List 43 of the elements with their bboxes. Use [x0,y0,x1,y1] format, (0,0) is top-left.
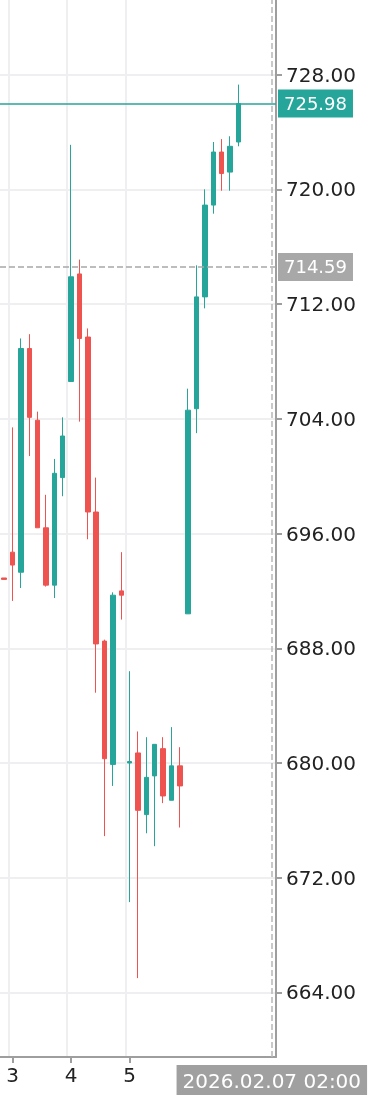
candlestick [219,138,224,192]
candlestick [77,259,82,423]
y-tick-label: 664.00 [286,980,356,1005]
candlestick [135,730,141,979]
y-tick-label: 720.00 [286,177,356,202]
y-tick-label: 696.00 [286,521,356,546]
ref-line-label: 714.59 [284,256,347,278]
y-tick-label: 688.00 [286,636,356,661]
candlestick [119,551,124,621]
y-tick-label: 712.00 [286,292,356,317]
candlestick [211,141,216,215]
candlestick [160,736,166,804]
candlestick [102,639,107,837]
y-tick-label: 728.00 [286,62,356,87]
candlestick [93,477,99,694]
candlestick [127,670,132,903]
candlestick [35,411,40,529]
x-tick-label: 5 [123,1063,136,1087]
candlestick [68,144,74,382]
y-tick-label: 704.00 [286,406,356,431]
candlestick [110,591,116,787]
candlestick [52,458,57,599]
candlestick [85,327,91,540]
x-tick-label: 4 [64,1063,78,1087]
candlestick [1,577,7,580]
candlestick [152,743,157,847]
candlestick [10,426,15,602]
y-tick-label: 680.00 [286,750,356,775]
x-tick-label: 2026.02.07 02:00 [182,1069,362,1093]
candlestick [177,746,183,829]
x-tick-label: 3 [6,1063,19,1087]
candlestick [60,416,65,497]
candlestick [185,388,191,615]
candlestick [144,736,149,834]
ref-line-label: 725.98 [284,93,347,115]
candlestick [194,264,199,434]
candlestick [169,726,174,801]
candlestick [202,188,208,309]
candlestick [227,135,233,192]
candlestick [18,337,24,589]
y-tick-label: 672.00 [286,865,356,890]
candlestick [43,494,49,588]
candlestick [27,333,32,457]
